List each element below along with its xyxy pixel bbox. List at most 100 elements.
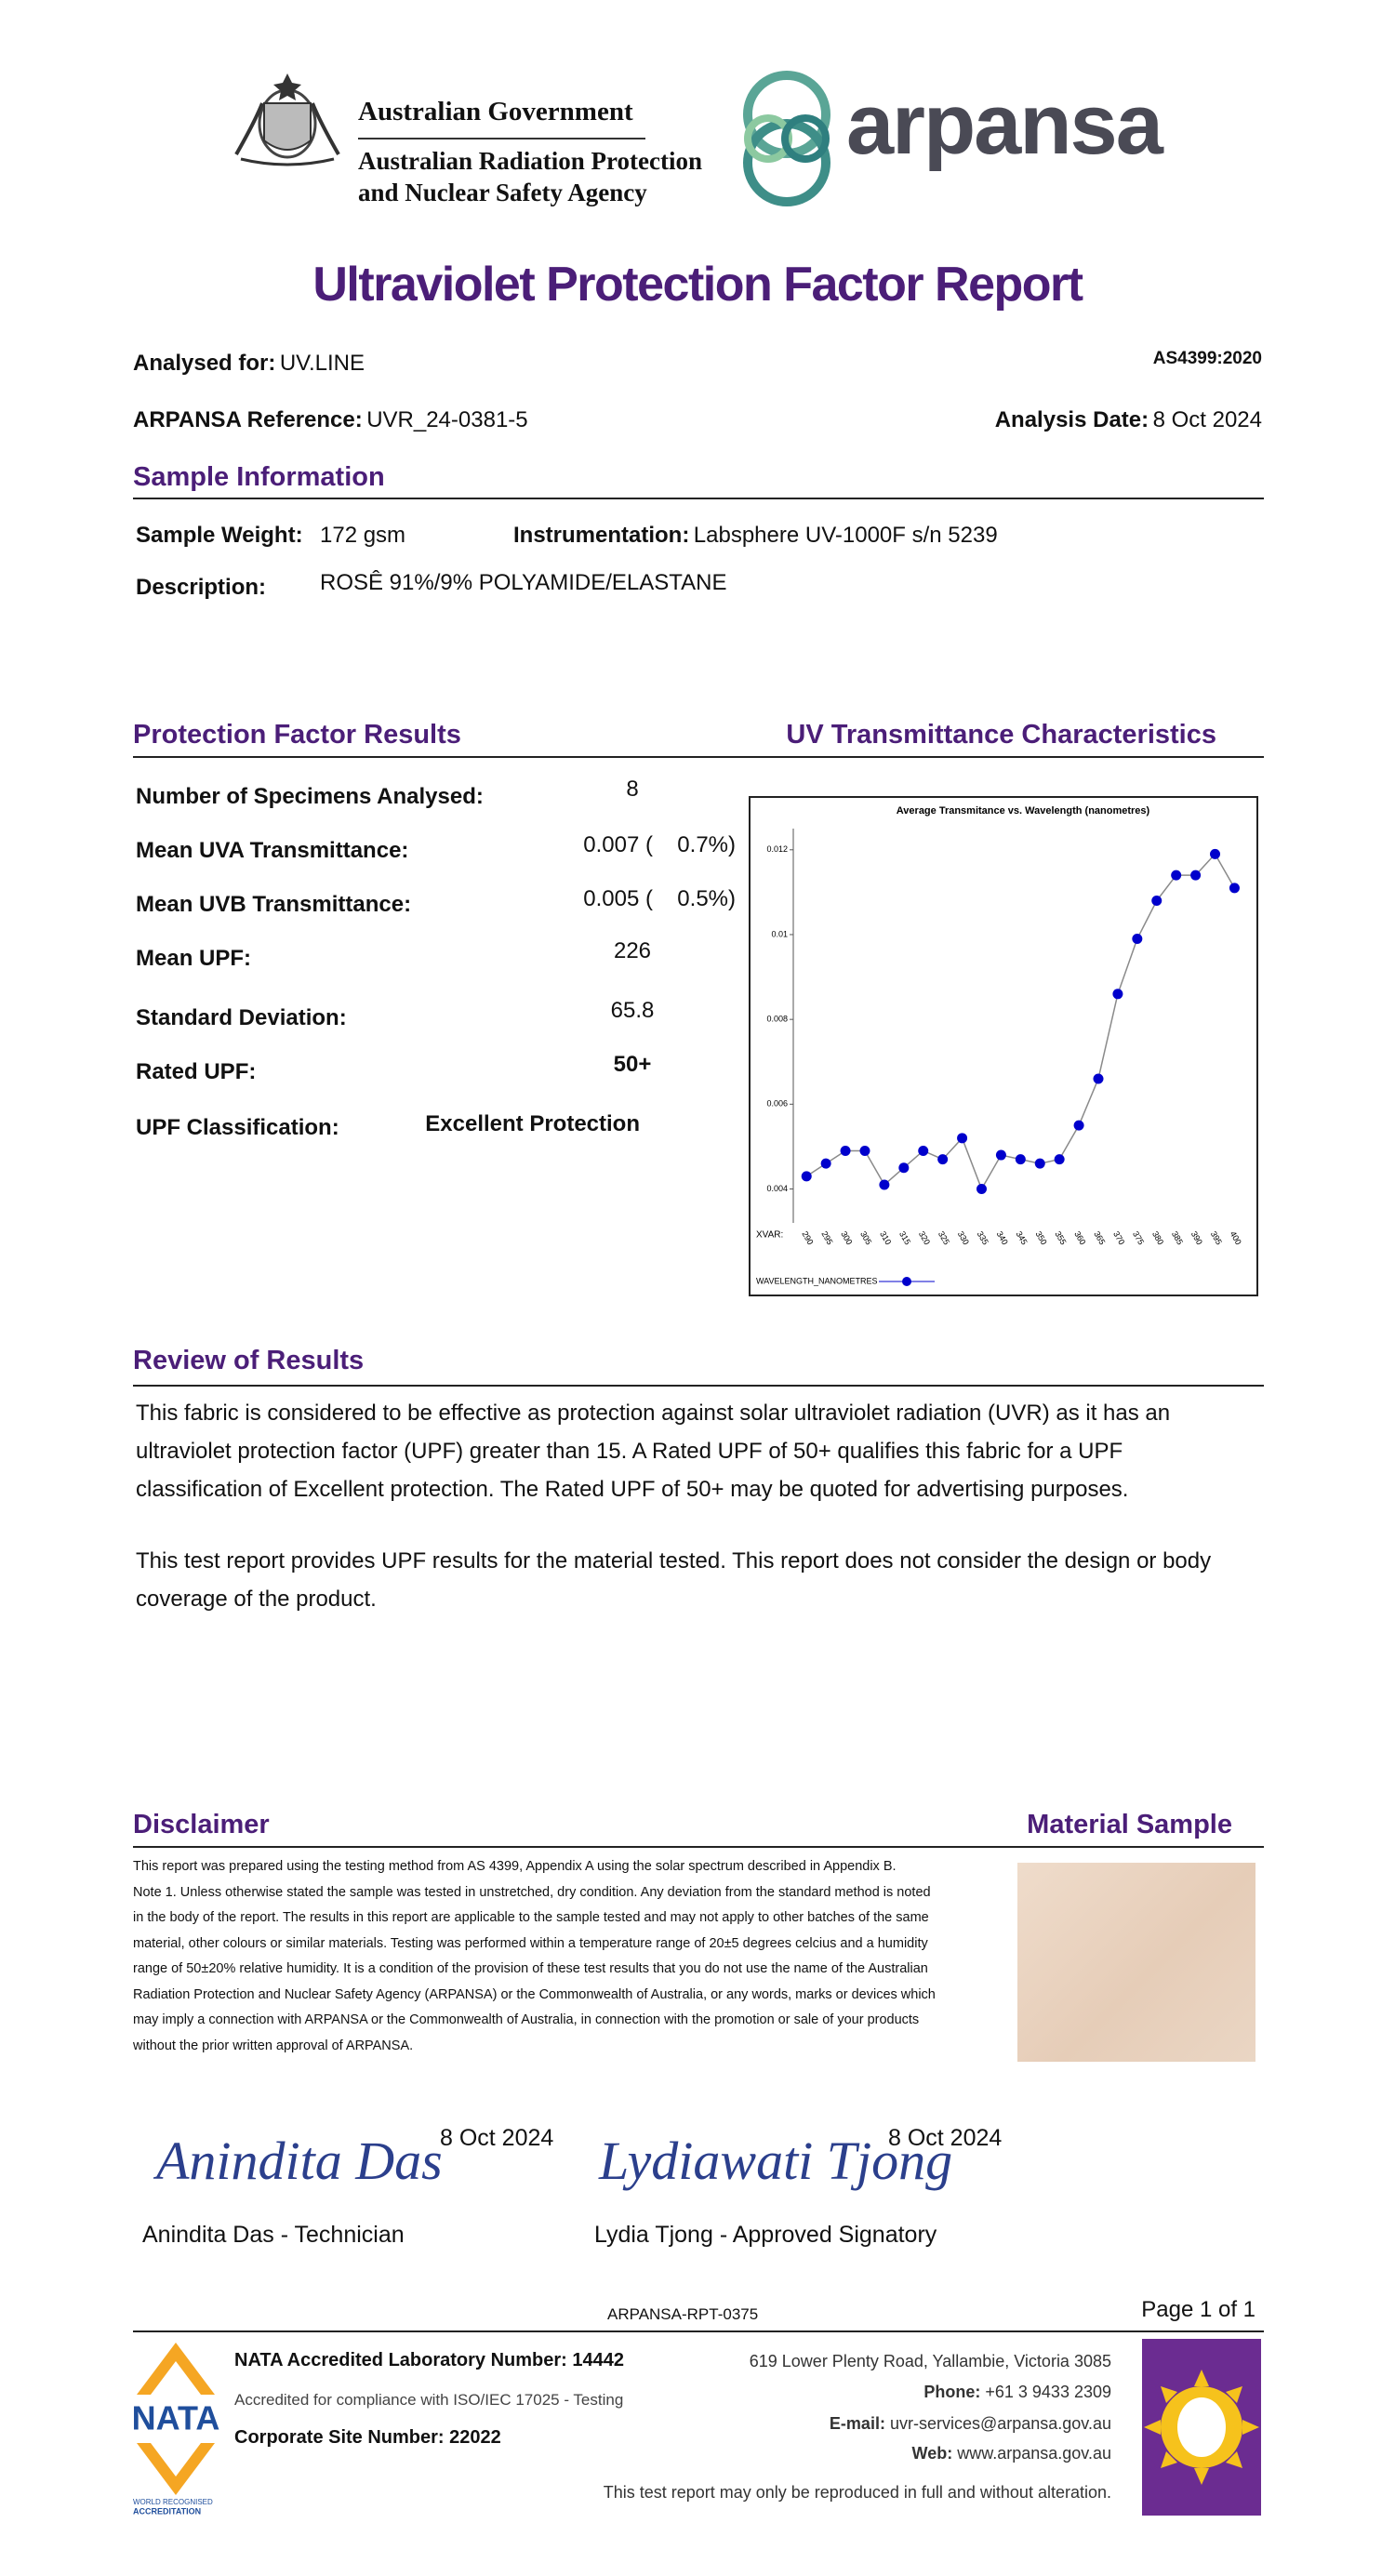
label: Instrumentation: [513, 523, 690, 548]
result-value: 0.005 ( [583, 886, 653, 911]
rule [133, 1846, 1264, 1848]
data-point [1171, 870, 1182, 881]
rule [133, 2330, 1264, 2332]
data-point [1093, 1073, 1104, 1084]
nata-sub: WORLD RECOGNISED [133, 2498, 213, 2506]
gov-rule [358, 138, 645, 139]
y-tick-label: 0.012 [766, 844, 788, 854]
disclaimer-line: Note 1. Unless otherwise stated the samp… [133, 1884, 931, 1900]
result-label: Mean UVB Transmittance: [136, 892, 412, 917]
page-number: Page 1 of 1 [1141, 2297, 1256, 2322]
section-heading: Protection Factor Results [133, 720, 461, 750]
corporate-site: Corporate Site Number: 22022 [234, 2427, 501, 2448]
data-point [879, 1179, 890, 1190]
result-value: Excellent Protection [425, 1111, 640, 1136]
paragraph-line: classification of Excellent protection. … [136, 1477, 1129, 1502]
web: www.arpansa.gov.au [957, 2444, 1111, 2463]
section-heading: Disclaimer [133, 1810, 270, 1839]
report-title: Ultraviolet Protection Factor Report [312, 258, 1083, 312]
rule [133, 498, 1264, 499]
nata-number: NATA Accredited Laboratory Number: 14442 [234, 2350, 624, 2370]
label: Phone: [923, 2383, 981, 2401]
signature-date: 8 Oct 2024 [440, 2125, 554, 2151]
email: uvr-services@arpansa.gov.au [889, 2414, 1111, 2433]
data-point [801, 1171, 812, 1182]
gov-line2: Australian Radiation Protection [358, 147, 702, 175]
chart-frame [749, 796, 1258, 1296]
data-point [976, 1184, 987, 1195]
data-point [1112, 989, 1123, 1000]
disclaimer-line: in the body of the report. The results i… [133, 1910, 929, 1925]
result-percent: 0.5%) [677, 886, 736, 911]
chart-title: Average Transmitance vs. Wavelength (nan… [897, 805, 1150, 817]
rule [133, 756, 1264, 758]
data-point [1190, 870, 1202, 881]
result-label: UPF Classification: [136, 1115, 339, 1140]
sun-logo [1142, 2339, 1261, 2516]
data-point [1073, 1120, 1084, 1131]
data-point [1229, 883, 1240, 894]
value: UV.LINE [279, 351, 365, 376]
value: UVR_24-0381-5 [366, 407, 528, 432]
disclaimer-line: without the prior written approval of AR… [133, 2038, 414, 2053]
nata-compliance: Accredited for compliance with ISO/IEC 1… [234, 2391, 624, 2409]
label: Web: [911, 2444, 953, 2463]
nata-mark: NATA [132, 2399, 220, 2437]
value: ROSÊ 91%/9% POLYAMIDE/ELASTANE [320, 570, 727, 595]
label: ARPANSA Reference: [133, 407, 363, 432]
result-label: Rated UPF: [136, 1059, 257, 1084]
paragraph-line: coverage of the product. [136, 1587, 377, 1612]
paragraph-line: This fabric is considered to be effectiv… [136, 1401, 1171, 1426]
y-tick-label: 0.01 [771, 929, 788, 938]
standard: AS4399:2020 [1152, 349, 1262, 368]
result-value: 50+ [613, 1052, 652, 1077]
result-label: Number of Specimens Analysed: [136, 784, 484, 809]
label: Description: [136, 575, 267, 600]
gov-line1: Australian Government [358, 97, 633, 126]
disclaimer-line: This report was prepared using the testi… [133, 1859, 897, 1874]
result-label: Mean UVA Transmittance: [136, 838, 409, 863]
disclaimer-line: Radiation Protection and Nuclear Safety … [133, 1986, 936, 2002]
result-percent: 0.7%) [677, 832, 736, 857]
brand: arpansa [846, 77, 1163, 172]
result-value: 65.8 [610, 998, 655, 1023]
legend-label: WAVELENGTH_NANOMETRES [756, 1276, 878, 1285]
data-point [957, 1133, 968, 1144]
legend-marker [902, 1277, 911, 1286]
crest [234, 73, 340, 166]
data-point [1015, 1154, 1026, 1165]
value: 172 gsm [320, 523, 406, 548]
address: 619 Lower Plenty Road, Yallambie, Victor… [749, 2352, 1111, 2370]
result-value: 8 [626, 777, 639, 802]
value: 8 Oct 2024 [1152, 407, 1262, 432]
data-point [859, 1145, 870, 1156]
signature: Lydiawati Tjong [599, 2131, 953, 2191]
signature: Anindita Das [156, 2131, 443, 2191]
disclaimer-line: range of 50±20% relative humidity. It is… [133, 1961, 928, 1976]
y-tick-label: 0.004 [766, 1184, 788, 1193]
reproduction-note: This test report may only be reproduced … [603, 2483, 1111, 2502]
data-point [937, 1154, 949, 1165]
section-heading: Review of Results [133, 1346, 365, 1375]
result-label: Mean UPF: [136, 946, 252, 971]
gov-line3: and Nuclear Safety Agency [358, 179, 647, 206]
disclaimer-line: material, other colours or similar mater… [133, 1935, 928, 1951]
label: Analysed for: [133, 351, 276, 376]
report-code: ARPANSA-RPT-0375 [607, 2305, 759, 2323]
chart: Average Transmitance vs. Wavelength (nan… [749, 796, 1258, 1296]
nata-logo: NATA WORLD RECOGNISED ACCREDITATION [132, 2343, 220, 2516]
data-point [898, 1162, 910, 1174]
signatory: Lydia Tjong - Approved Signatory [594, 2222, 937, 2248]
label: Analysis Date: [994, 407, 1149, 432]
section-heading: UV Transmittance Characteristics [786, 720, 1216, 750]
result-label: Standard Deviation: [136, 1005, 347, 1030]
data-point [840, 1145, 851, 1156]
result-value: 0.007 ( [583, 832, 653, 857]
label: E-mail: [829, 2414, 885, 2433]
data-point [1151, 896, 1162, 907]
data-point [918, 1145, 929, 1156]
section-heading: Material Sample [1027, 1810, 1232, 1839]
data-point [1054, 1154, 1065, 1165]
paragraph-line: ultraviolet protection factor (UPF) grea… [136, 1439, 1123, 1464]
